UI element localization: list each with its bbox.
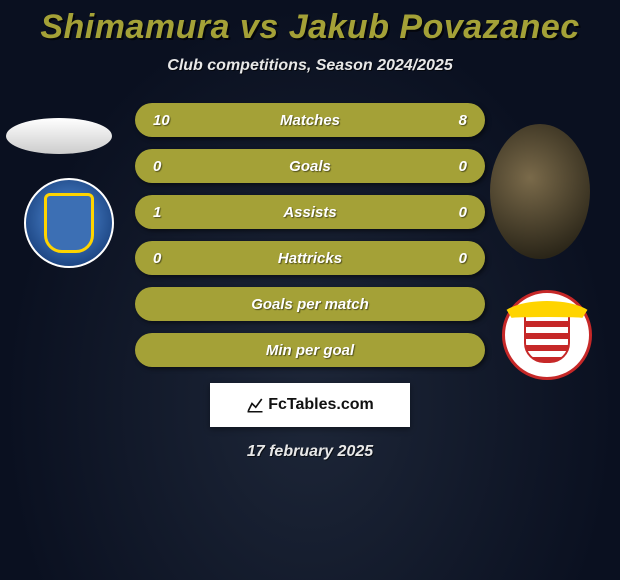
watermark-text: FcTables.com — [268, 396, 374, 414]
page-title: Shimamura vs Jakub Povazanec — [0, 8, 620, 47]
stat-left-value: 1 — [153, 204, 177, 221]
stat-left-value: 0 — [153, 250, 177, 267]
stat-row: 0 Hattricks 0 — [135, 241, 485, 275]
stat-left-value: 0 — [153, 158, 177, 175]
club-logo-left — [24, 178, 114, 268]
club-logo-right — [502, 290, 592, 380]
stat-label: Assists — [177, 204, 443, 221]
stat-row: Min per goal — [135, 333, 485, 367]
stat-right-value: 0 — [443, 158, 467, 175]
stat-row: 10 Matches 8 — [135, 103, 485, 137]
stat-row: 1 Assists 0 — [135, 195, 485, 229]
player-avatar-right — [490, 124, 590, 259]
page-subtitle: Club competitions, Season 2024/2025 — [0, 57, 620, 75]
stats-table: 10 Matches 8 0 Goals 0 1 Assists 0 0 Hat… — [135, 103, 485, 367]
stat-label: Hattricks — [177, 250, 443, 267]
snapshot-date: 17 february 2025 — [0, 443, 620, 461]
stat-row: 0 Goals 0 — [135, 149, 485, 183]
watermark: FcTables.com — [210, 383, 410, 427]
stat-right-value: 0 — [443, 204, 467, 221]
stats-icon — [246, 396, 264, 414]
stat-label: Goals — [177, 158, 443, 175]
stat-label: Goals per match — [177, 296, 443, 313]
stat-left-value: 10 — [153, 112, 177, 129]
stat-label: Min per goal — [177, 342, 443, 359]
stat-label: Matches — [177, 112, 443, 129]
comparison-card: Shimamura vs Jakub Povazanec Club compet… — [0, 0, 620, 580]
stat-right-value: 0 — [443, 250, 467, 267]
player-avatar-left — [6, 118, 112, 154]
stat-row: Goals per match — [135, 287, 485, 321]
stat-right-value: 8 — [443, 112, 467, 129]
